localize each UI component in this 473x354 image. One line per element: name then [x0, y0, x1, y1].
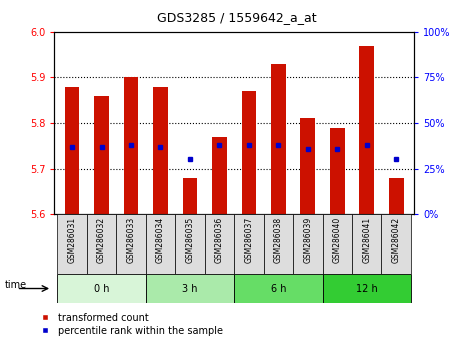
- Text: GSM286037: GSM286037: [245, 217, 254, 263]
- Text: GSM286041: GSM286041: [362, 217, 371, 263]
- Bar: [87, 214, 116, 274]
- Bar: [205, 214, 234, 274]
- Text: GSM286042: GSM286042: [392, 217, 401, 263]
- Text: GSM286035: GSM286035: [185, 217, 194, 263]
- Bar: [300, 119, 315, 214]
- Bar: [57, 274, 146, 303]
- Bar: [116, 214, 146, 274]
- Legend: transformed count, percentile rank within the sample: transformed count, percentile rank withi…: [35, 313, 223, 336]
- Bar: [323, 214, 352, 274]
- Text: 12 h: 12 h: [356, 284, 377, 293]
- Text: 0 h: 0 h: [94, 284, 109, 293]
- Text: GSM286031: GSM286031: [68, 217, 77, 263]
- Bar: [146, 274, 234, 303]
- Bar: [234, 274, 323, 303]
- Text: time: time: [5, 280, 27, 290]
- Bar: [65, 87, 79, 214]
- Text: GSM286033: GSM286033: [126, 217, 135, 263]
- Bar: [389, 178, 403, 214]
- Bar: [271, 64, 286, 214]
- Bar: [381, 214, 411, 274]
- Text: GSM286032: GSM286032: [97, 217, 106, 263]
- Text: GSM286039: GSM286039: [303, 217, 312, 263]
- Text: GSM286034: GSM286034: [156, 217, 165, 263]
- Text: GDS3285 / 1559642_a_at: GDS3285 / 1559642_a_at: [157, 11, 316, 24]
- Bar: [123, 78, 139, 214]
- Bar: [359, 46, 374, 214]
- Bar: [146, 214, 175, 274]
- Bar: [242, 91, 256, 214]
- Text: GSM286040: GSM286040: [333, 217, 342, 263]
- Bar: [153, 87, 168, 214]
- Text: 3 h: 3 h: [182, 284, 198, 293]
- Bar: [293, 214, 323, 274]
- Bar: [212, 137, 227, 214]
- Bar: [330, 127, 345, 214]
- Bar: [263, 214, 293, 274]
- Text: GSM286036: GSM286036: [215, 217, 224, 263]
- Text: 6 h: 6 h: [271, 284, 286, 293]
- Bar: [183, 178, 197, 214]
- Bar: [352, 214, 381, 274]
- Bar: [323, 274, 411, 303]
- Bar: [234, 214, 263, 274]
- Bar: [57, 214, 87, 274]
- Bar: [175, 214, 205, 274]
- Bar: [94, 96, 109, 214]
- Text: GSM286038: GSM286038: [274, 217, 283, 263]
